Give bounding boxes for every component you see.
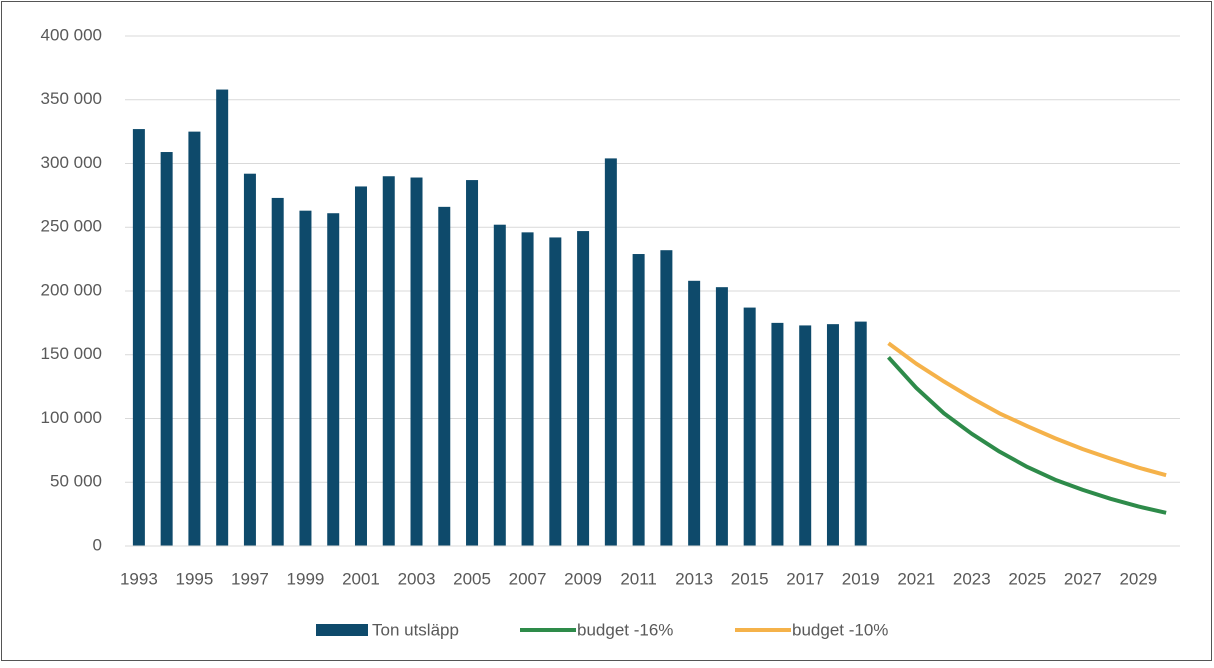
x-tick-label: 2021 — [897, 569, 935, 588]
bar — [160, 152, 173, 546]
x-tick-label: 1995 — [175, 569, 213, 588]
bar — [354, 186, 367, 546]
bar — [132, 129, 145, 546]
y-tick-label: 150 000 — [41, 344, 102, 363]
bar — [216, 89, 229, 547]
bar — [438, 206, 451, 546]
bar — [771, 322, 784, 546]
x-tick-label: 2029 — [1119, 569, 1157, 588]
line — [887, 355, 1167, 515]
legend-label: budget -10% — [792, 620, 888, 639]
bar — [604, 158, 617, 546]
x-tick-label: 1997 — [231, 569, 269, 588]
legend-label: Ton utsläpp — [372, 620, 459, 639]
bar — [660, 250, 673, 546]
y-tick-label: 200 000 — [41, 280, 102, 299]
x-tick-label: 2019 — [842, 569, 880, 588]
y-tick-label: 300 000 — [41, 153, 102, 172]
legend-label: budget -16% — [577, 620, 673, 639]
x-tick-label: 2007 — [509, 569, 547, 588]
bar — [854, 321, 867, 546]
y-tick-label: 0 — [93, 535, 102, 554]
x-tick-label: 2011 — [620, 569, 657, 588]
bar — [188, 131, 201, 546]
legend-swatch — [316, 624, 368, 636]
bar — [743, 307, 756, 546]
x-tick-label: 1999 — [287, 569, 325, 588]
y-tick-label: 400 000 — [41, 25, 102, 44]
y-tick-label: 350 000 — [41, 89, 102, 108]
x-tick-label: 2023 — [953, 569, 991, 588]
bar — [466, 180, 479, 546]
bar — [799, 325, 812, 546]
bar — [243, 173, 256, 546]
bar — [549, 237, 562, 546]
bar — [493, 224, 506, 546]
x-tick-label: 2027 — [1064, 569, 1102, 588]
bar — [327, 213, 340, 546]
line — [887, 341, 1167, 478]
y-tick-label: 100 000 — [41, 408, 102, 427]
y-tick-label: 250 000 — [41, 217, 102, 236]
bar — [521, 232, 534, 546]
x-tick-label: 2015 — [731, 569, 769, 588]
bar — [271, 197, 284, 547]
bar — [688, 280, 701, 546]
bar — [382, 176, 395, 546]
y-tick-label: 50 000 — [50, 472, 102, 491]
x-tick-label: 2025 — [1008, 569, 1046, 588]
x-tick-label: 2003 — [398, 569, 436, 588]
x-tick-label: 2001 — [342, 569, 380, 588]
bar — [826, 324, 839, 546]
x-tick-label: 2009 — [564, 569, 602, 588]
x-tick-label: 2005 — [453, 569, 491, 588]
x-tick-label: 1993 — [120, 569, 158, 588]
bar — [632, 254, 645, 546]
bar — [410, 177, 423, 546]
bar — [577, 231, 590, 546]
x-tick-label: 2017 — [786, 569, 824, 588]
x-tick-label: 2013 — [675, 569, 713, 588]
bar — [299, 210, 312, 547]
bar — [715, 287, 728, 546]
